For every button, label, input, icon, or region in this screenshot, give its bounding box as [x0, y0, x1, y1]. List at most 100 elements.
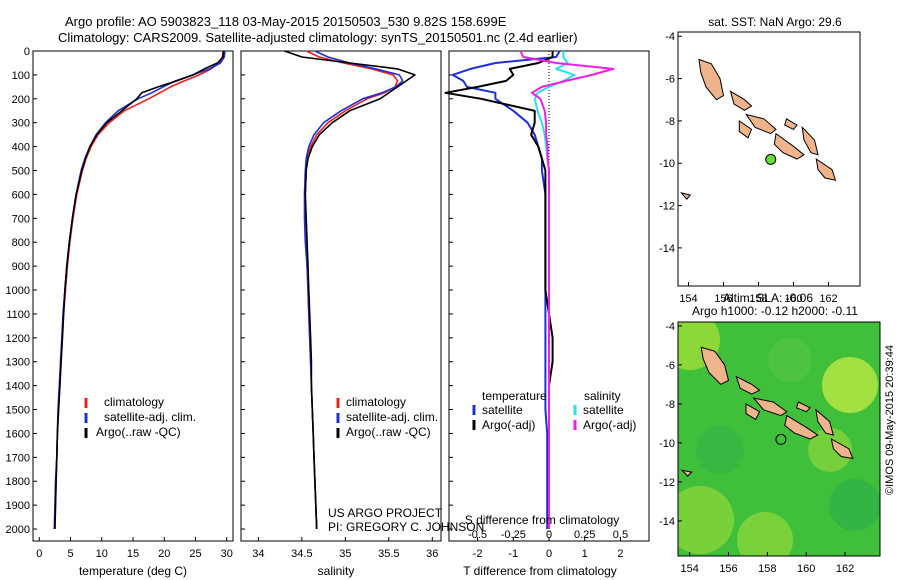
y-tick-label: 400	[12, 142, 30, 154]
series-line-climatology	[304, 50, 399, 530]
s-difference-label: S difference from climatology	[465, 513, 620, 527]
y-tick-label: 300	[12, 118, 30, 130]
sla-map-y-tick-label: -12	[659, 477, 675, 489]
y-tick-label: 900	[12, 261, 30, 273]
sla-map-island	[680, 469, 693, 477]
sst-map-y-tick-label: -14	[659, 243, 675, 255]
temperature-plot-frame	[32, 50, 234, 542]
sal-legend-label-climatology: climatology	[346, 395, 406, 409]
sla-map-title-line1: Altim. SLA: -0.06	[723, 291, 813, 305]
sla-map-title-line2: Argo h1000: -0.12 h2000: -0.11	[692, 304, 858, 318]
y-tick-label: 1400	[6, 381, 30, 393]
sla-map-x-tick-label: 158	[758, 563, 776, 575]
sla-map-x-tick-label: 160	[797, 563, 815, 575]
temperature-panel: 0100200300400500600700800900100011001200…	[6, 46, 234, 578]
sla-map: Altim. SLA: -0.06 Argo h1000: -0.12 h200…	[659, 291, 881, 575]
sst-map-island	[784, 118, 798, 131]
sst-map-x-tick-label: 156	[714, 293, 732, 305]
y-tick-label: 1100	[6, 309, 30, 321]
series-line-salinity-satellite	[533, 51, 576, 529]
series-line-satellite-adj-clim-	[53, 50, 226, 530]
x-tick-label: 35	[339, 548, 351, 560]
sla-map-island	[795, 401, 811, 413]
y-tick-label: 1800	[6, 476, 30, 488]
sst-map-island	[680, 192, 692, 200]
diff-legend-title-salinity: salinity	[584, 389, 621, 403]
y-tick-label: 600	[12, 189, 30, 201]
sst-map-island	[815, 157, 837, 181]
sla-anomaly-patch	[696, 426, 744, 474]
sst-map-y-tick-label: -10	[659, 158, 675, 170]
y-tick-label: 1900	[6, 500, 30, 512]
difference-panel: -2 -1 0 1 2 -0.5 -0.25 0 0.25 0.5 S difference fr…	[444, 50, 650, 578]
y-tick-label: 100	[12, 70, 30, 82]
sla-map-x-tick-label: 154	[680, 563, 698, 575]
sla-map-frame	[677, 321, 881, 557]
sst-map-x-tick-label: 162	[819, 293, 837, 305]
sla-map-island	[700, 346, 730, 386]
y-tick-label: 200	[12, 94, 30, 106]
t-difference-xlabel: T difference from climatology	[463, 564, 617, 578]
project-pi: PI: GREGORY C. JOHNSON	[328, 520, 484, 534]
sst-map-island	[738, 119, 753, 139]
diff-legend-label-sal-satellite: satellite	[583, 403, 624, 417]
salinity-panel: 34 34.5 35 35.5 36 salinity climatology sate…	[240, 50, 484, 578]
y-tick-label: 2000	[6, 524, 30, 536]
x-tick-label: 36	[426, 548, 438, 560]
x-tick-label: 0	[36, 548, 42, 560]
project-name: US ARGO PROJECT	[328, 506, 443, 520]
x-tick-label: 30	[221, 548, 233, 560]
sla-map-island	[815, 408, 835, 436]
series-line-argo-raw-qc-	[284, 50, 416, 530]
temp-legend-label-argo: Argo(..raw -QC)	[96, 425, 181, 439]
sst-map-x-tick-label: 154	[679, 293, 697, 305]
sst-map-float-marker	[765, 153, 777, 165]
sla-map-x-tick-label: 156	[719, 563, 737, 575]
x-tick-label: 35.5	[378, 548, 399, 560]
sst-map-island	[729, 90, 753, 111]
sla-map-y-tick-label: -8	[665, 399, 675, 411]
s-tick-label: -0.5	[468, 529, 487, 541]
sst-map-y-tick-label: -6	[665, 74, 675, 86]
sla-anomaly-patch	[768, 338, 812, 382]
y-tick-label: 1000	[6, 285, 30, 297]
temp-legend-label-climatology: climatology	[104, 395, 164, 409]
sla-map-y-tick-label: -4	[665, 321, 675, 333]
sla-map-island	[830, 438, 854, 460]
temp-legend-label-satellite: satellite-adj. clim.	[104, 410, 196, 424]
y-tick-label: 700	[12, 213, 30, 225]
y-tick-label: 0	[24, 46, 30, 58]
salinity-plot-frame	[240, 50, 442, 542]
y-tick-label: 1500	[6, 405, 30, 417]
sla-map-y-tick-label: -10	[659, 438, 675, 450]
x-tick-label: 34	[252, 548, 264, 560]
s-tick-label: 0	[546, 529, 552, 541]
sla-anomaly-patch	[829, 479, 880, 531]
figure-title-line1: Argo profile: AO 5903823_118 03-May-2015…	[65, 14, 507, 29]
sst-map-y-tick-label: -12	[659, 201, 675, 213]
x-tick-label: -2	[473, 548, 483, 560]
sst-map: sat. SST: NaN Argo: 29.6 154 156 158 160 162…	[659, 15, 861, 305]
x-tick-label: 10	[96, 548, 108, 560]
series-line-satellite-adj-clim-	[303, 50, 404, 530]
sla-anomaly-patch	[737, 512, 793, 556]
s-tick-label: 0.25	[574, 529, 595, 541]
diff-legend-label-temp-argo: Argo(-adj)	[482, 418, 535, 432]
sla-map-island	[735, 375, 761, 395]
sst-map-island	[745, 113, 777, 135]
s-tick-label: -0.25	[501, 529, 526, 541]
series-line-climatology	[54, 50, 224, 530]
sst-map-y-tick-label: -8	[665, 116, 675, 128]
y-tick-label: 500	[12, 166, 30, 178]
x-tick-label: -1	[508, 548, 518, 560]
series-line-salinity-argo-adj-	[519, 50, 615, 529]
y-tick-label: 1200	[6, 333, 30, 345]
sst-map-title: sat. SST: NaN Argo: 29.6	[708, 15, 842, 29]
sst-map-island	[698, 58, 725, 101]
temperature-legend: climatology satellite-adj. clim. Argo(..…	[84, 395, 196, 439]
diff-legend-label-sal-argo: Argo(-adj)	[583, 418, 636, 432]
sst-map-x-tick-label: 160	[784, 293, 802, 305]
x-tick-label: 20	[158, 548, 170, 560]
x-tick-label: 25	[189, 548, 201, 560]
